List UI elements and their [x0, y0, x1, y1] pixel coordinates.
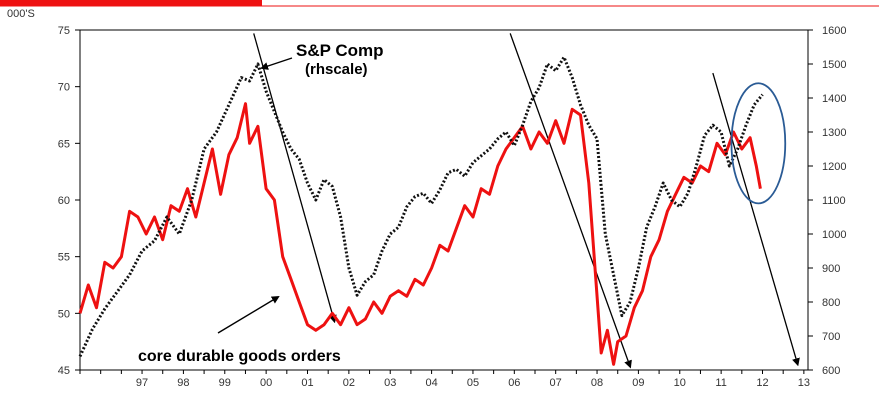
- x-tick-label: 06: [508, 377, 520, 389]
- x-tick-label: 08: [591, 377, 603, 389]
- y-tick-left-label: 50: [58, 308, 70, 320]
- x-tick-label: 09: [632, 377, 644, 389]
- x-tick-label: 04: [425, 377, 437, 389]
- x-tick-label: 01: [301, 377, 313, 389]
- y-tick-right-label: 1000: [822, 229, 846, 241]
- x-tick-label: 99: [219, 377, 231, 389]
- y-tick-right-label: 600: [822, 365, 840, 377]
- x-tick-label: 98: [177, 377, 189, 389]
- trend-line-downtrend-2007: [509, 33, 632, 369]
- y-tick-right-label: 900: [822, 263, 840, 275]
- annotation-arrow-sp: [260, 57, 293, 70]
- x-tick-label: 03: [384, 377, 396, 389]
- series-sp-comp-line: [78, 55, 764, 358]
- y-tick-left-label: 70: [58, 82, 70, 94]
- y-tick-right-label: 800: [822, 297, 840, 309]
- x-tick-label: 07: [550, 377, 562, 389]
- x-tick-label: 05: [467, 377, 479, 389]
- annotation-durable-goods: core durable goods orders: [138, 348, 341, 365]
- y-tick-right-label: 1400: [822, 93, 846, 105]
- trend-line-downtrend-2000: [253, 33, 337, 324]
- y-tick-left-label: 55: [58, 252, 70, 264]
- x-tick-label: 10: [674, 377, 686, 389]
- header-accent-bar: [0, 0, 262, 6]
- y-tick-left-label: 45: [58, 365, 70, 377]
- y-tick-right-label: 1500: [822, 59, 846, 71]
- y-tick-left-label: 65: [58, 138, 70, 150]
- y-tick-left-label: 60: [58, 195, 70, 207]
- y-tick-left-label: 75: [58, 25, 70, 37]
- y-tick-right-label: 1100: [822, 195, 846, 207]
- y-tick-right-label: 700: [822, 331, 840, 343]
- x-tick-label: 02: [343, 377, 355, 389]
- y-tick-right-label: 1300: [822, 127, 846, 139]
- y-tick-right-label: 1200: [822, 161, 846, 173]
- highlight-ellipse: [730, 82, 787, 205]
- trend-line-downtrend-2011: [712, 72, 800, 367]
- x-tick-label: 97: [136, 377, 148, 389]
- annotation-rhscale: (rhscale): [305, 61, 368, 78]
- x-tick-label: 11: [715, 377, 726, 389]
- annotation-sp-comp: S&P Comp: [296, 41, 384, 60]
- y-tick-right-label: 1600: [822, 25, 846, 37]
- x-tick-label: 00: [260, 377, 272, 389]
- x-tick-label: 12: [756, 377, 768, 389]
- series-durable-goods-line: [78, 102, 762, 366]
- y-unit-left: 000'S: [7, 8, 35, 20]
- annotation-arrow-durable: [217, 295, 280, 334]
- x-tick-label: 13: [798, 377, 810, 389]
